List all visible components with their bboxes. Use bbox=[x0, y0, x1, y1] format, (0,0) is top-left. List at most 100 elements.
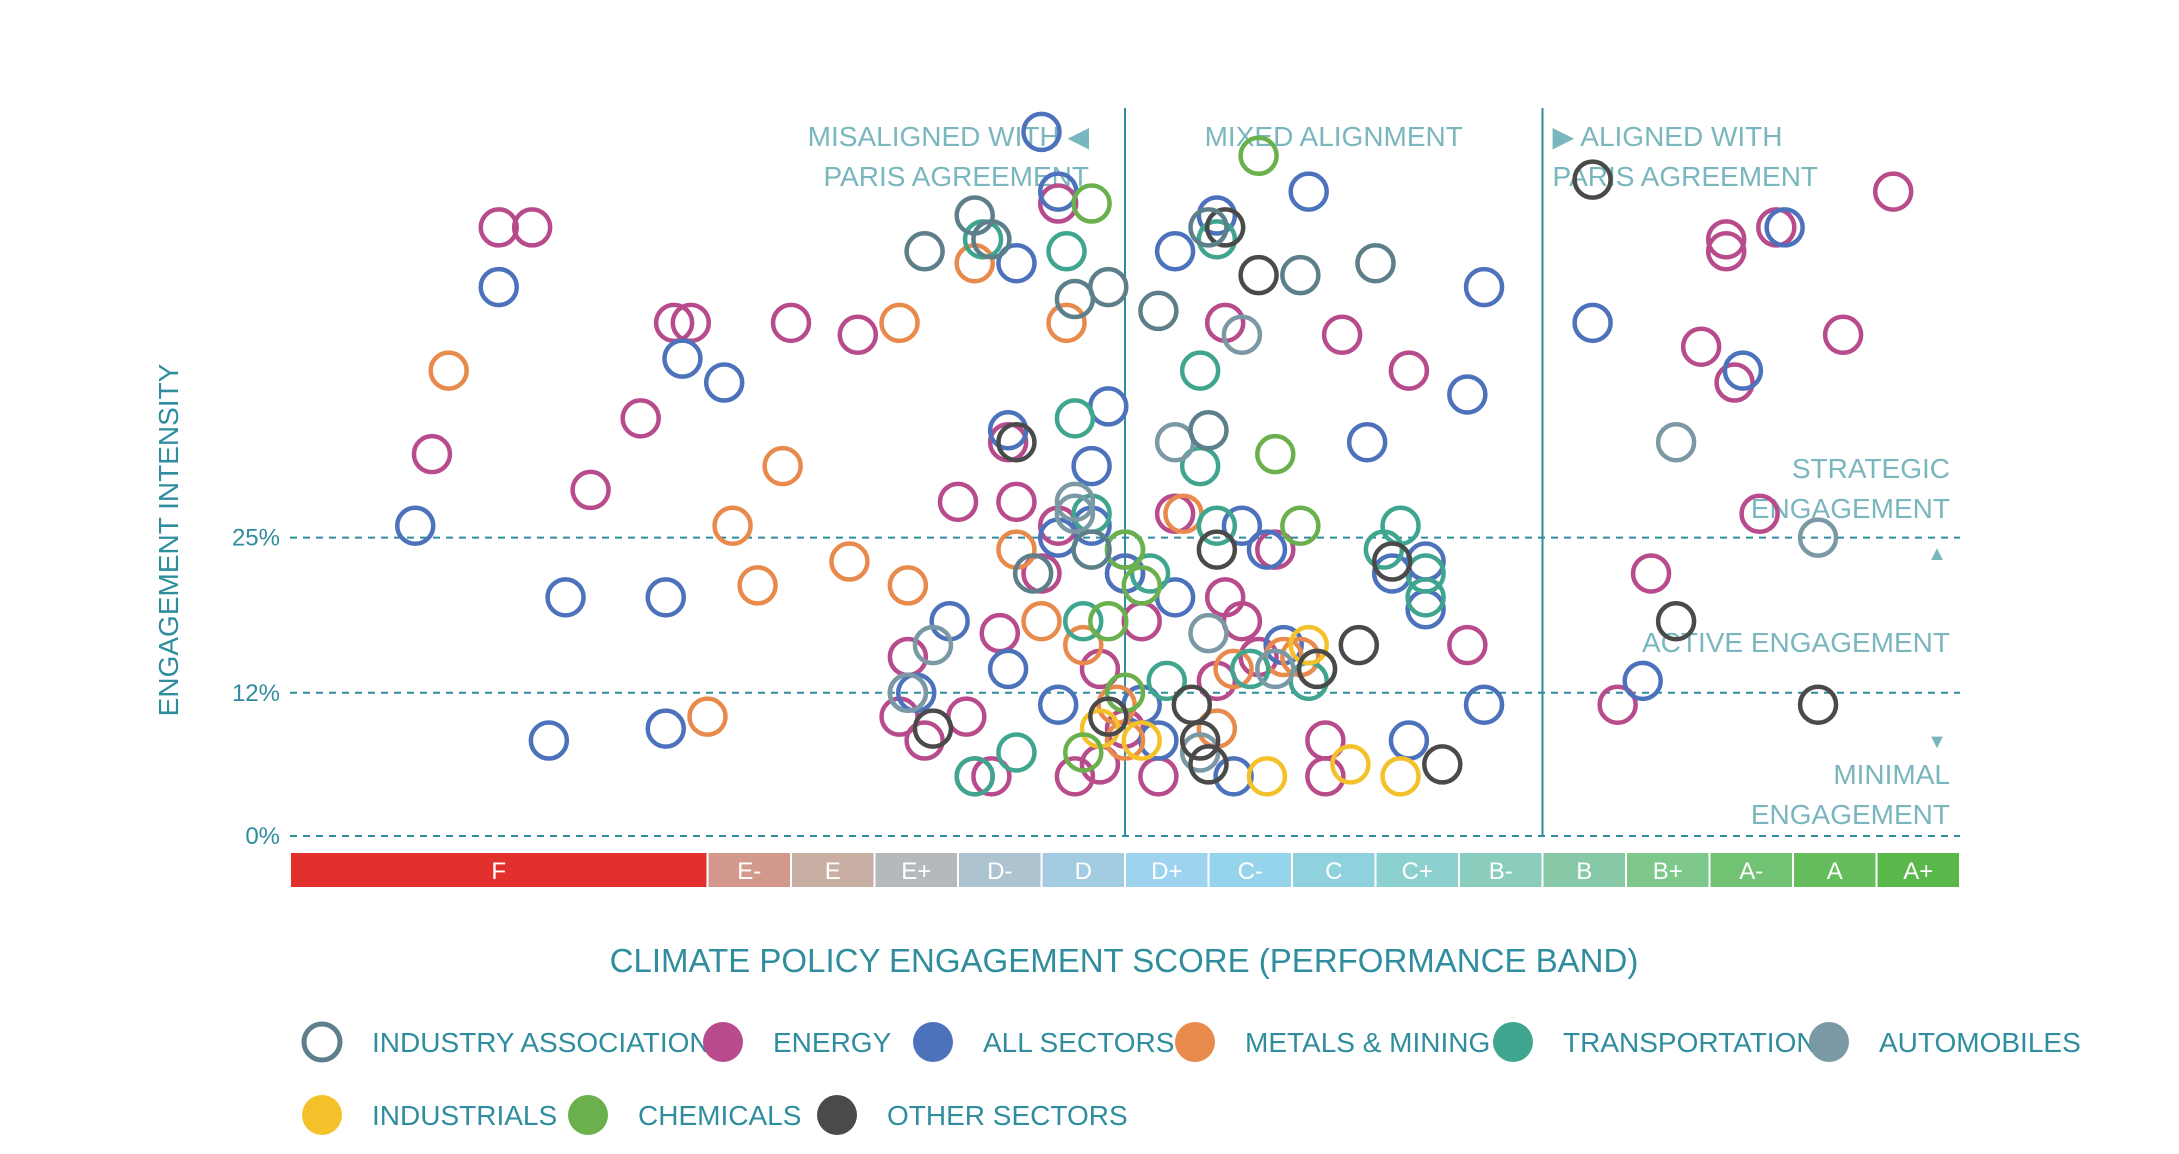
point-energy bbox=[1154, 493, 1196, 535]
point-automobiles bbox=[1054, 493, 1096, 535]
legend-label: OTHER SECTORS bbox=[887, 1100, 1128, 1131]
y-axis-title: ENGAGEMENT INTENSITY bbox=[153, 363, 184, 716]
legend-marker-metals bbox=[1175, 1022, 1215, 1062]
point-all bbox=[703, 362, 745, 403]
legend-label: INDUSTRIALS bbox=[372, 1100, 557, 1131]
point-all bbox=[545, 577, 586, 618]
point-ind_assoc bbox=[1071, 529, 1112, 570]
point-transport bbox=[962, 219, 1004, 260]
point-other bbox=[1338, 624, 1380, 666]
point-energy bbox=[1121, 600, 1162, 642]
point-metals bbox=[879, 302, 920, 344]
point-automobiles bbox=[887, 672, 929, 714]
band-label: E- bbox=[737, 858, 761, 885]
point-chemicals bbox=[1063, 732, 1104, 773]
point-other bbox=[1179, 720, 1221, 761]
band-label: D+ bbox=[1151, 858, 1182, 885]
point-metals bbox=[712, 505, 753, 546]
point-other bbox=[1572, 159, 1613, 200]
band-D+ bbox=[1126, 853, 1208, 887]
band-label: C- bbox=[1238, 858, 1263, 885]
point-energy bbox=[1037, 183, 1079, 224]
point-energy bbox=[1680, 326, 1722, 367]
point-all bbox=[1196, 195, 1238, 236]
point-all bbox=[1622, 660, 1663, 702]
point-all bbox=[1221, 505, 1263, 546]
point-all bbox=[1463, 266, 1505, 308]
point-energy bbox=[904, 720, 945, 761]
legend-label: ENERGY bbox=[773, 1027, 892, 1058]
point-metals bbox=[1213, 648, 1254, 690]
point-energy bbox=[1630, 553, 1672, 594]
point-all bbox=[645, 577, 686, 618]
point-all bbox=[662, 338, 703, 379]
point-all bbox=[1463, 684, 1505, 725]
band-label: D bbox=[1075, 858, 1092, 885]
point-other bbox=[1204, 207, 1246, 248]
point-metals bbox=[737, 565, 778, 606]
point-chemicals bbox=[1280, 505, 1321, 546]
y-tick-label: 25% bbox=[232, 525, 280, 552]
band-C+ bbox=[1376, 853, 1458, 887]
point-energy bbox=[1705, 219, 1747, 260]
point-transport bbox=[1196, 219, 1238, 260]
band-label: B- bbox=[1489, 858, 1513, 885]
band-label: A- bbox=[1739, 858, 1763, 885]
point-automobiles bbox=[1655, 421, 1697, 463]
point-metals bbox=[428, 350, 469, 391]
point-energy bbox=[1447, 624, 1488, 666]
point-energy bbox=[1597, 684, 1638, 725]
axis-layer: 0% 12% 25% ENGAGEMENT INTENSITY CLIMATE POLI… bbox=[153, 363, 1638, 979]
legend-label: INDUSTRY ASSOCIATIONS bbox=[372, 1027, 728, 1058]
point-all bbox=[1246, 529, 1288, 570]
point-all bbox=[528, 720, 570, 761]
engagement-arrow-down: ▼ bbox=[1927, 731, 1947, 753]
grid-layer bbox=[290, 108, 1960, 837]
band-label: F bbox=[491, 858, 506, 885]
point-all bbox=[1021, 111, 1062, 153]
point-transport bbox=[1146, 660, 1187, 702]
point-automobiles bbox=[912, 624, 954, 666]
point-transport bbox=[996, 732, 1037, 773]
point-chemicals bbox=[1255, 433, 1296, 475]
band-F bbox=[291, 853, 707, 887]
point-other bbox=[1238, 254, 1279, 296]
point-other bbox=[1422, 744, 1463, 785]
point-energy bbox=[979, 612, 1020, 654]
point-metals bbox=[1021, 600, 1062, 642]
point-transport bbox=[1179, 350, 1221, 391]
point-automobiles bbox=[1255, 648, 1296, 690]
engagement-zone-label: ENGAGEMENT bbox=[1751, 493, 1950, 524]
legend-label: METALS & MINING bbox=[1245, 1027, 1490, 1058]
point-all bbox=[987, 648, 1029, 690]
point-transport bbox=[1046, 231, 1087, 272]
point-all bbox=[987, 410, 1029, 451]
band-label: B bbox=[1576, 858, 1592, 885]
point-industrials bbox=[1288, 624, 1329, 666]
point-chemicals bbox=[1104, 529, 1146, 570]
point-transport bbox=[1196, 505, 1238, 546]
y-tick-label: 12% bbox=[232, 680, 280, 707]
engagement-zone-label: ACTIVE ENGAGEMENT bbox=[1642, 627, 1950, 658]
point-metals bbox=[829, 541, 870, 582]
point-energy bbox=[770, 302, 812, 344]
engagement-zone-label: STRATEGIC bbox=[1792, 453, 1950, 484]
band-B- bbox=[1460, 853, 1542, 887]
legend-label: CHEMICALS bbox=[638, 1100, 801, 1131]
band-C bbox=[1293, 853, 1375, 887]
legend-marker-energy bbox=[703, 1022, 743, 1062]
point-energy bbox=[946, 696, 987, 737]
band-D bbox=[1042, 853, 1124, 887]
point-energy bbox=[1822, 314, 1864, 356]
point-transport bbox=[954, 756, 995, 797]
point-other bbox=[1296, 648, 1338, 690]
y-tick-label: 0% bbox=[245, 823, 280, 850]
point-all bbox=[1213, 756, 1254, 797]
point-transport bbox=[1054, 398, 1096, 439]
point-all bbox=[1346, 421, 1388, 463]
point-energy bbox=[1705, 231, 1747, 272]
point-ind_assoc bbox=[1188, 410, 1229, 451]
legend-label: AUTOMOBILES bbox=[1879, 1027, 2081, 1058]
engagement-arrow-up: ▲ bbox=[1927, 543, 1947, 565]
